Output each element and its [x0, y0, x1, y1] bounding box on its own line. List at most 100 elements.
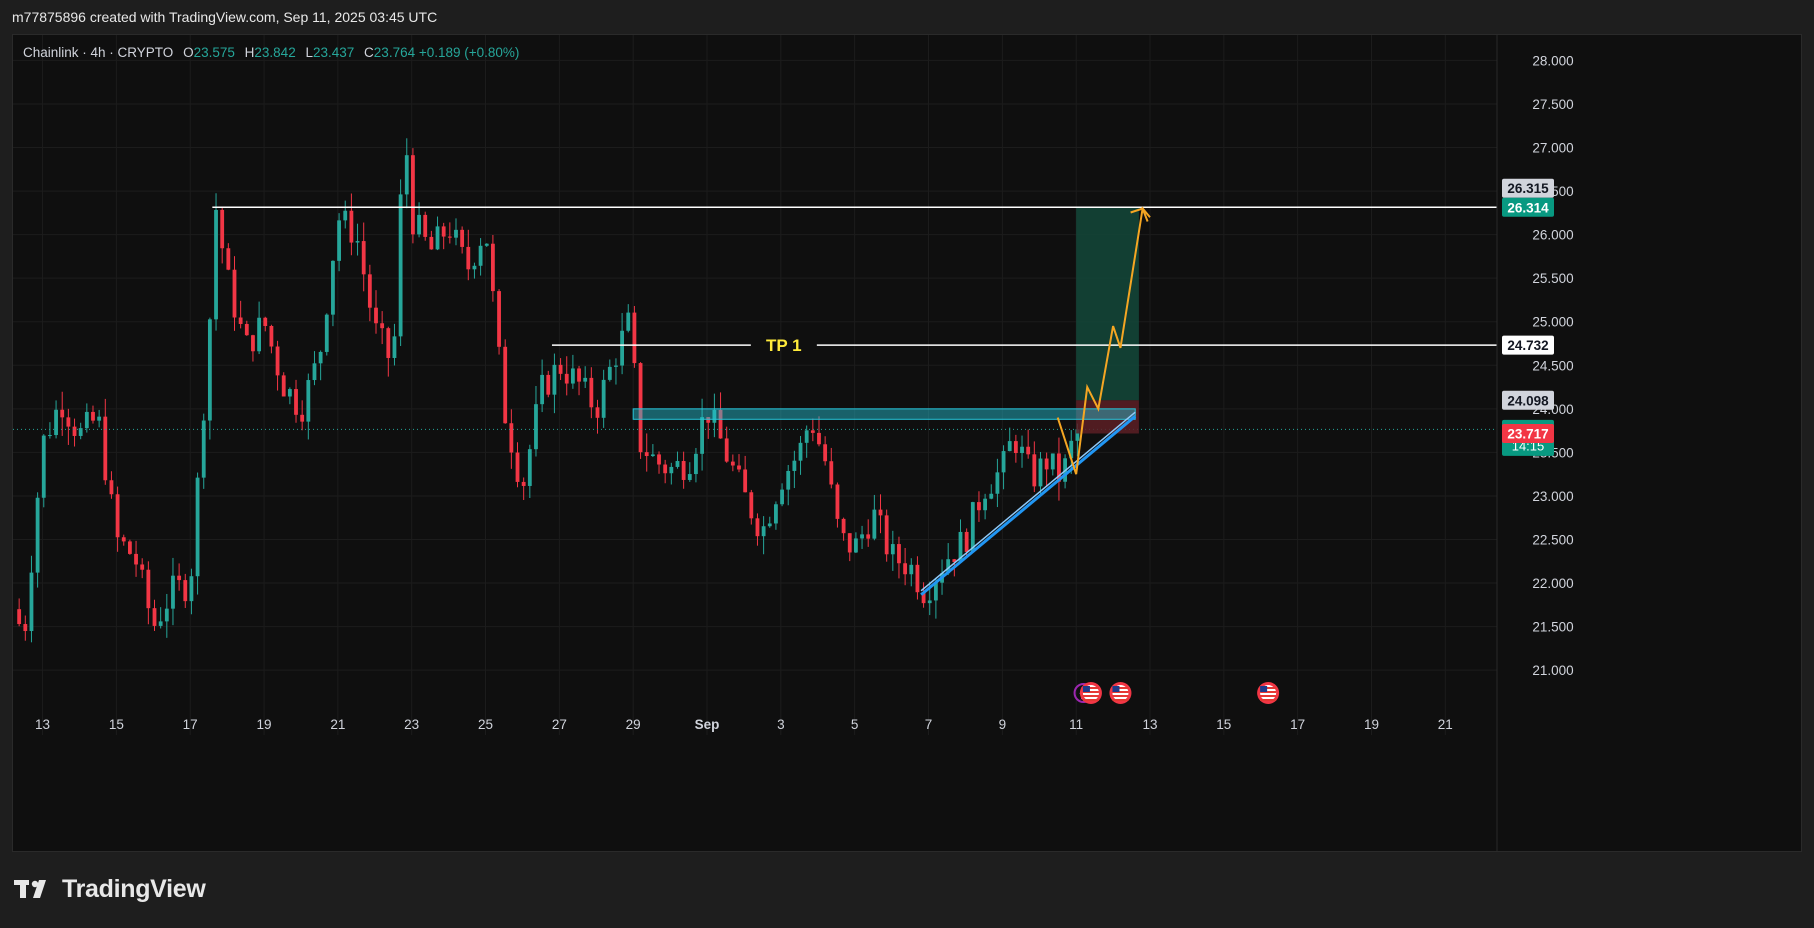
candle — [1026, 429, 1031, 459]
candle-body — [183, 580, 188, 602]
candle — [564, 356, 569, 396]
x-tick-label: 21 — [1438, 717, 1453, 732]
candle — [189, 568, 194, 615]
candle-body — [201, 420, 206, 478]
candle-body — [933, 582, 938, 601]
candle-body — [540, 374, 545, 405]
candle-body — [244, 323, 249, 336]
candle-body — [472, 265, 477, 270]
candle — [1013, 434, 1018, 463]
candle-body — [343, 210, 348, 221]
candle — [355, 223, 360, 256]
flag-stripe — [1112, 699, 1129, 701]
candle-body — [1057, 453, 1061, 482]
candle-body — [355, 241, 360, 243]
candle-body — [601, 379, 606, 418]
candle-body — [657, 454, 661, 465]
chart-frame[interactable]: TP 121.00021.50022.00022.50023.00023.500… — [12, 34, 1802, 852]
candle — [109, 471, 114, 499]
price-label-box — [1502, 335, 1554, 355]
candle — [257, 301, 262, 355]
candle — [884, 509, 889, 562]
candle-body — [503, 346, 508, 424]
candle — [281, 372, 286, 397]
candle — [853, 532, 858, 554]
candle-body — [423, 214, 428, 237]
candle — [201, 413, 206, 489]
low-label: L — [305, 45, 313, 60]
candle — [817, 416, 821, 447]
candle — [798, 435, 803, 475]
candle-body — [84, 411, 89, 429]
candle — [1044, 452, 1049, 488]
candle — [780, 483, 784, 507]
candle-body — [792, 460, 797, 471]
x-tick-label: 23 — [404, 717, 419, 732]
candle — [577, 365, 581, 396]
candle-body — [78, 428, 83, 436]
candle — [810, 418, 815, 442]
candle-body — [1026, 446, 1031, 455]
candle-body — [23, 624, 28, 632]
price-label-text: 23.717 — [1507, 426, 1548, 441]
candle-body — [663, 464, 668, 474]
candle — [823, 436, 828, 466]
candle-body — [570, 368, 575, 384]
price-label-text: 26.315 — [1507, 181, 1549, 196]
candle-body — [1069, 440, 1074, 459]
x-tick-label: 15 — [109, 717, 124, 732]
candle — [417, 202, 421, 238]
candle-body — [755, 518, 760, 537]
candle-body — [263, 317, 268, 326]
candle-body — [552, 364, 557, 395]
candlestick-chart[interactable]: TP 121.00021.50022.00022.50023.00023.500… — [13, 35, 1801, 851]
candle-body — [509, 423, 514, 453]
candle — [989, 484, 994, 500]
y-tick-label: 24.500 — [1532, 358, 1573, 373]
candle — [60, 391, 65, 436]
x-tick-label: 27 — [552, 717, 567, 732]
candle — [54, 400, 58, 439]
candle — [435, 216, 440, 251]
candle-body — [515, 452, 520, 482]
caption-text: m77875896 created with TradingView.com, … — [12, 9, 438, 25]
y-tick-label: 25.500 — [1532, 271, 1573, 286]
candle — [730, 454, 735, 472]
candle — [687, 462, 692, 482]
candle-body — [921, 592, 926, 604]
candle — [183, 573, 188, 608]
candle — [386, 326, 391, 377]
candle-body — [404, 155, 409, 195]
candle-body — [17, 609, 22, 625]
candle-body — [207, 319, 212, 421]
x-tick-label: 21 — [330, 717, 345, 732]
candle-body — [287, 389, 292, 397]
candle-body — [829, 461, 834, 485]
candle — [374, 290, 378, 334]
candle — [41, 434, 46, 508]
flag-stripe — [1082, 691, 1099, 693]
candle — [361, 222, 366, 292]
y-tick-label: 23.000 — [1532, 489, 1573, 504]
candle-body — [558, 364, 563, 374]
x-tick-label: 19 — [1364, 717, 1379, 732]
candle-body — [546, 374, 551, 395]
candle — [1069, 430, 1074, 474]
candle-body — [417, 214, 421, 235]
candle-body — [318, 351, 323, 364]
candle-body — [706, 417, 711, 423]
candle-body — [380, 323, 385, 329]
candle — [921, 582, 926, 608]
change-value: +0.189 (+0.80%) — [418, 45, 520, 60]
candle — [423, 211, 428, 241]
candle — [546, 370, 551, 398]
flag-stripe — [1082, 699, 1099, 701]
candle-body — [737, 465, 741, 470]
tradingview-brand: TradingView — [14, 874, 206, 904]
tradingview-logo-icon — [14, 880, 46, 898]
candle-body — [903, 563, 908, 575]
open-value: 23.575 — [193, 45, 235, 60]
candle-body — [238, 317, 243, 324]
candle-body — [171, 575, 175, 609]
price-label: 24.732 — [1502, 335, 1554, 355]
